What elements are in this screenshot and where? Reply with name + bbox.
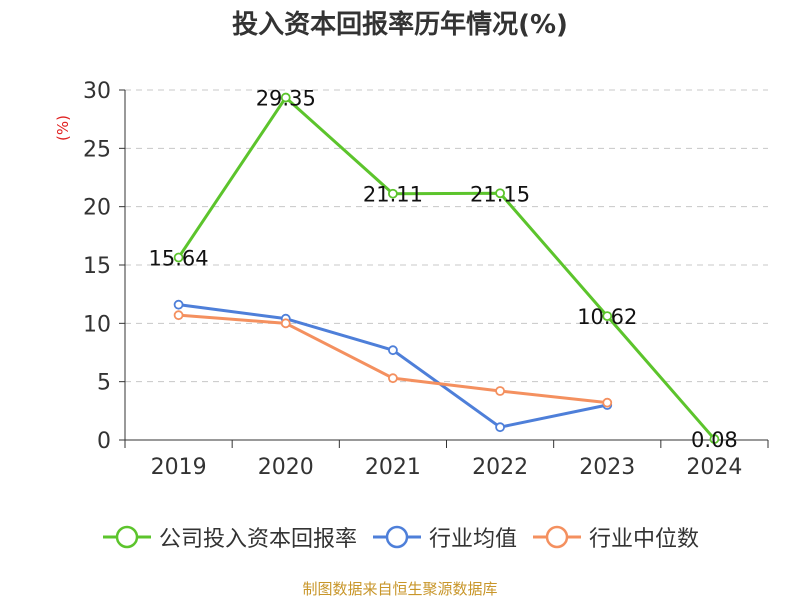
y-tick-label: 0: [97, 429, 111, 454]
x-tick-label: 2019: [151, 455, 207, 480]
chart-title: 投入资本回报率历年情况(%): [232, 10, 568, 40]
data-label: 21.11: [363, 183, 423, 207]
legend-marker-icon: [102, 525, 151, 549]
series-line: [177, 96, 716, 441]
data-label: 15.64: [149, 247, 209, 271]
data-point: [388, 345, 398, 356]
legend-item[interactable]: 行业均值: [371, 521, 517, 553]
data-point: [495, 386, 505, 396]
series-line: [178, 313, 608, 405]
source-note: 制图数据来自恒生聚源数据库: [302, 580, 498, 598]
y-tick-label: 30: [83, 79, 111, 104]
y-tick-label: 5: [97, 371, 111, 396]
data-point: [388, 188, 398, 199]
y-tick-label: 20: [83, 196, 111, 221]
data-point: [602, 397, 613, 408]
x-tick-label: 2021: [365, 455, 421, 480]
data-label: 0.08: [691, 428, 738, 452]
y-tick-label: 15: [83, 254, 111, 279]
data-point: [173, 299, 184, 310]
legend-marker-icon: [533, 525, 581, 549]
x-tick-label: 2023: [579, 455, 635, 480]
data-point: [388, 373, 398, 384]
data-point: [495, 188, 505, 199]
x-tick-label: 2020: [258, 455, 314, 480]
data-point: [709, 434, 720, 444]
y-tick-label: 10: [83, 312, 111, 337]
data-point: [280, 318, 291, 329]
y-tick-label: 25: [83, 137, 111, 162]
data-label: 10.62: [577, 305, 637, 329]
data-point: [173, 252, 184, 263]
legend-label: 行业均值: [428, 527, 517, 552]
data-point: [602, 311, 613, 322]
y-axis-label: (%): [54, 115, 72, 141]
data-label: 21.15: [470, 182, 530, 206]
data-label: 29.35: [256, 87, 316, 111]
x-tick-label: 2024: [686, 455, 742, 480]
legend-label: 行业中位数: [589, 527, 700, 552]
data-point: [173, 310, 184, 321]
data-point: [495, 422, 505, 433]
legend-label: 公司投入资本回报率: [158, 527, 357, 552]
data-point: [280, 92, 291, 103]
legend-item[interactable]: 行业中位数: [531, 521, 699, 553]
legend-marker-icon: [372, 525, 421, 549]
chart-legend: 公司投入资本回报率 行业均值 行业中位数: [0, 517, 800, 557]
x-tick-label: 2022: [472, 455, 528, 480]
legend-item[interactable]: 公司投入资本回报率: [101, 521, 357, 553]
